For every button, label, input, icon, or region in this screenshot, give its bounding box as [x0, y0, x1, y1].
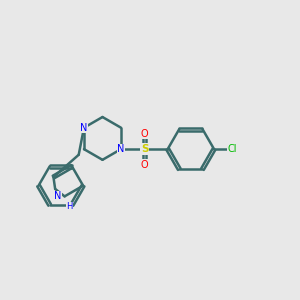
- Text: O: O: [141, 160, 148, 170]
- Text: S: S: [141, 144, 148, 154]
- Text: N: N: [54, 191, 61, 201]
- Text: H: H: [66, 202, 73, 211]
- Text: O: O: [141, 129, 148, 139]
- Text: N: N: [80, 123, 88, 133]
- Text: N: N: [117, 144, 125, 154]
- Text: Cl: Cl: [227, 144, 237, 154]
